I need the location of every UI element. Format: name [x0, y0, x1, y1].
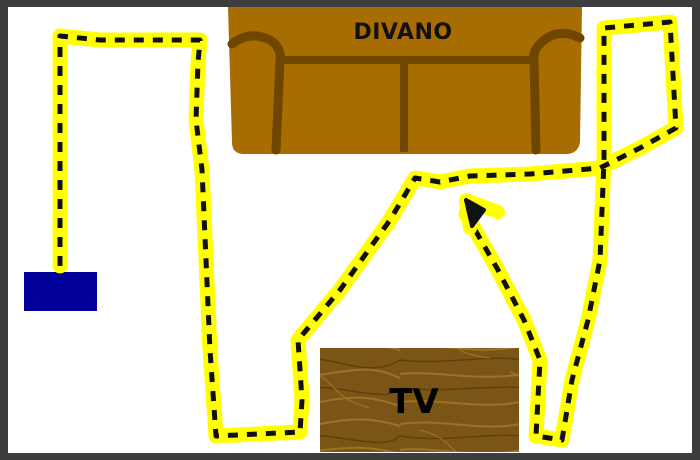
start-marker	[24, 272, 97, 311]
walking-path	[52, 14, 684, 448]
path-dashes	[57, 19, 679, 443]
tv	[320, 348, 519, 452]
sofa	[227, 7, 585, 155]
sofa-left-arm	[227, 31, 285, 155]
tv-label: TV	[389, 382, 439, 422]
tv-body	[320, 348, 519, 452]
sofa-label: DIVANO	[353, 20, 453, 45]
path-arrowhead	[464, 198, 486, 228]
